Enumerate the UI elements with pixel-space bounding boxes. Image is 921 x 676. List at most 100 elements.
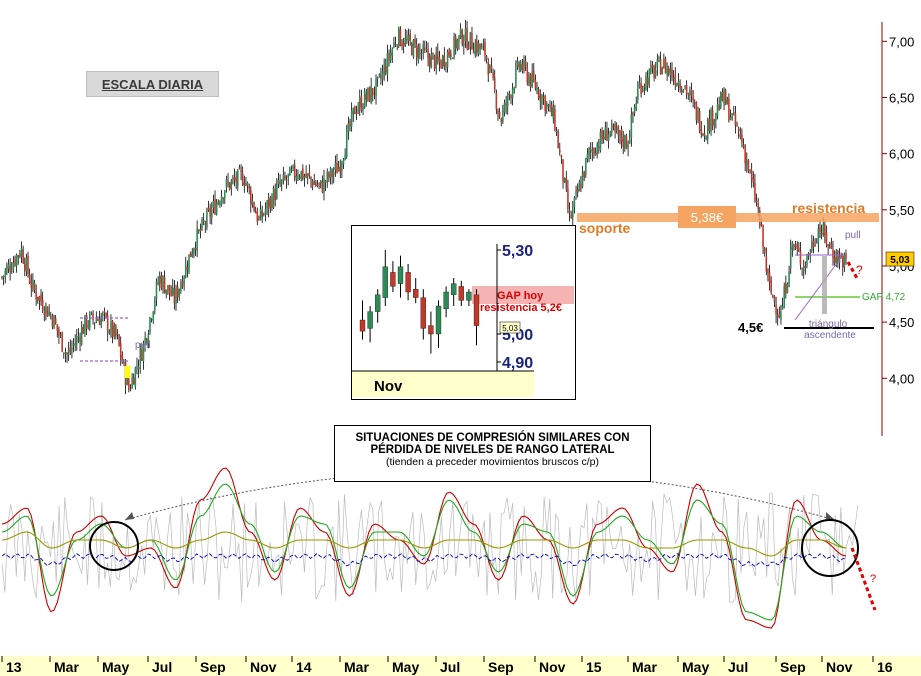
candle-body bbox=[562, 159, 564, 182]
candle-body bbox=[650, 65, 652, 73]
candle-body bbox=[415, 45, 418, 58]
candle-body bbox=[80, 327, 83, 345]
price-axis-label: 5,50 bbox=[889, 203, 914, 218]
candle-body bbox=[362, 107, 364, 111]
candle-body bbox=[656, 59, 659, 68]
candle-body bbox=[367, 87, 369, 98]
candle-body bbox=[542, 96, 545, 98]
candle-body bbox=[763, 248, 766, 254]
candle-body bbox=[349, 121, 351, 127]
triangle-label-2: ascendente bbox=[804, 330, 856, 341]
candle-body bbox=[570, 214, 572, 219]
candle-body bbox=[801, 267, 803, 270]
candle-body bbox=[145, 339, 148, 343]
candle-body bbox=[357, 108, 359, 112]
candle-body bbox=[536, 87, 538, 92]
candle-body bbox=[827, 244, 829, 247]
candle-body bbox=[432, 52, 434, 55]
candle-body bbox=[825, 232, 828, 245]
candle-body bbox=[625, 135, 628, 149]
candle-body bbox=[251, 200, 254, 205]
candle-body bbox=[215, 202, 218, 215]
candle-body bbox=[703, 133, 706, 137]
candle-body bbox=[106, 315, 109, 333]
candle-body bbox=[147, 334, 150, 344]
inset-x-band bbox=[352, 371, 534, 397]
candle-body bbox=[539, 95, 542, 102]
candle-body bbox=[731, 113, 733, 119]
candle-body bbox=[419, 49, 421, 51]
candle-body bbox=[732, 111, 735, 113]
candle-body bbox=[467, 47, 470, 49]
candle-body bbox=[598, 146, 600, 149]
candle-body bbox=[726, 99, 729, 104]
candle-body bbox=[350, 110, 353, 127]
inset-candle-body bbox=[413, 289, 419, 298]
candle-body bbox=[82, 327, 85, 334]
candle-body bbox=[20, 248, 23, 257]
candle-body bbox=[435, 52, 437, 68]
candle-body bbox=[113, 325, 116, 337]
candle-body bbox=[832, 249, 834, 259]
candle-body bbox=[85, 314, 88, 329]
candle-body bbox=[586, 153, 589, 160]
candle-body bbox=[331, 170, 333, 177]
candle-body bbox=[51, 315, 54, 327]
candle-body bbox=[69, 347, 72, 352]
candle-body bbox=[545, 102, 548, 109]
inset-axis-label: 4,90 bbox=[502, 355, 533, 372]
compression-circle-left bbox=[89, 521, 139, 571]
candle-body bbox=[277, 179, 280, 185]
candle-body bbox=[684, 86, 686, 88]
candle-body bbox=[687, 93, 690, 95]
candle-body bbox=[358, 97, 361, 108]
inset-candle-body bbox=[420, 297, 426, 329]
candle-body bbox=[558, 149, 561, 153]
candle-body bbox=[490, 65, 493, 70]
candle-body bbox=[502, 110, 504, 122]
candle-body bbox=[197, 230, 200, 232]
candle-body bbox=[708, 118, 711, 132]
candle-body bbox=[258, 217, 260, 220]
candle-body bbox=[370, 86, 372, 103]
candle-body bbox=[529, 74, 532, 87]
candle-body bbox=[676, 83, 678, 87]
x-axis-label: Mar bbox=[344, 659, 369, 675]
candle-body bbox=[67, 350, 70, 355]
candle-body bbox=[450, 53, 452, 57]
candle-body bbox=[789, 247, 792, 269]
candle-body bbox=[131, 377, 133, 389]
candle-body bbox=[427, 49, 429, 59]
candle-body bbox=[399, 29, 402, 46]
triangle-lower bbox=[794, 254, 844, 321]
candle-body bbox=[137, 366, 140, 370]
inset-gap-text-1: GAP hoy bbox=[497, 290, 544, 302]
candle-body bbox=[619, 130, 621, 137]
candle-body bbox=[482, 44, 485, 46]
candle-body bbox=[219, 202, 221, 204]
candle-body bbox=[710, 109, 712, 133]
candle-body bbox=[746, 161, 748, 165]
candle-body bbox=[297, 175, 299, 177]
candle-body bbox=[54, 318, 57, 324]
candle-body bbox=[812, 240, 815, 248]
candle-body bbox=[89, 314, 91, 328]
candle-body bbox=[515, 67, 517, 87]
candle-body bbox=[235, 177, 237, 183]
candle-body bbox=[136, 366, 138, 368]
candle-body bbox=[541, 95, 543, 104]
candle-body bbox=[609, 130, 612, 134]
candle-body bbox=[611, 123, 613, 133]
candle-body bbox=[461, 30, 464, 45]
candle-body bbox=[659, 59, 662, 75]
price-axis-label: 6,00 bbox=[889, 147, 914, 162]
candle-body bbox=[565, 177, 568, 189]
candle-body bbox=[225, 179, 228, 189]
candle-body bbox=[469, 32, 472, 47]
candle-body bbox=[424, 47, 426, 50]
candle-body bbox=[785, 283, 787, 295]
candle-body bbox=[729, 117, 732, 120]
candle-body bbox=[76, 335, 78, 344]
candle-body bbox=[342, 159, 345, 165]
candle-body bbox=[524, 60, 527, 67]
